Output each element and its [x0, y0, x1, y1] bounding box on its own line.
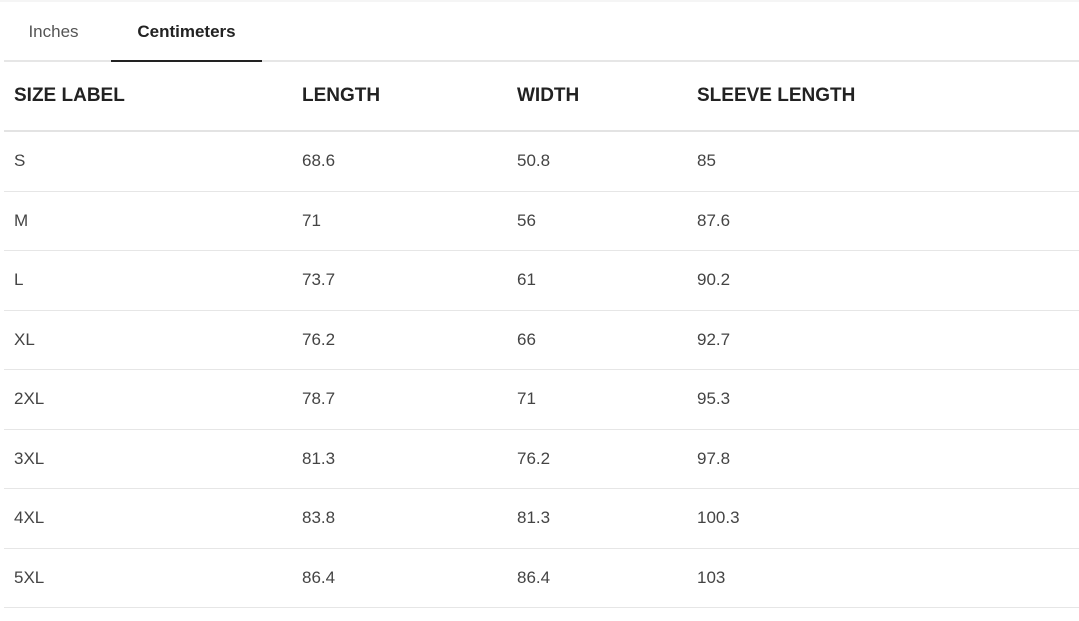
cell-length: 86.4: [302, 548, 517, 608]
column-header-width: WIDTH: [517, 62, 697, 132]
table-header-row: SIZE LABEL LENGTH WIDTH SLEEVE LENGTH: [4, 62, 1079, 132]
cell-sleeve-length: 85: [697, 131, 1079, 192]
column-header-sleeve-length: SLEEVE LENGTH: [697, 62, 1079, 132]
cell-size-label: L: [4, 250, 302, 311]
cell-size-label: 2XL: [4, 369, 302, 430]
cell-length: 83.8: [302, 488, 517, 549]
cell-sleeve-length: 92.7: [697, 310, 1079, 370]
table-row: S 68.6 50.8 85: [4, 131, 1079, 192]
cell-size-label: 5XL: [4, 548, 302, 608]
cell-size-label: 3XL: [4, 429, 302, 489]
cell-sleeve-length: 103: [697, 548, 1079, 608]
cell-sleeve-length: 97.8: [697, 429, 1079, 489]
table-row: M 71 56 87.6: [4, 191, 1079, 251]
cell-size-label: M: [4, 191, 302, 251]
cell-sleeve-length: 90.2: [697, 250, 1079, 311]
cell-length: 73.7: [302, 250, 517, 311]
table-row: XL 76.2 66 92.7: [4, 310, 1079, 370]
tab-centimeters[interactable]: Centimeters: [111, 2, 262, 62]
table-row: 3XL 81.3 76.2 97.8: [4, 429, 1079, 489]
size-chart-table: SIZE LABEL LENGTH WIDTH SLEEVE LENGTH S 68.6…: [4, 62, 1079, 608]
cell-width: 86.4: [517, 548, 697, 608]
table-row: 2XL 78.7 71 95.3: [4, 369, 1079, 430]
cell-width: 50.8: [517, 131, 697, 192]
cell-sleeve-length: 100.3: [697, 488, 1079, 549]
column-header-size-label: SIZE LABEL: [4, 62, 302, 132]
cell-width: 76.2: [517, 429, 697, 489]
unit-tabs: Inches Centimeters: [4, 2, 1079, 62]
cell-width: 81.3: [517, 488, 697, 549]
cell-length: 76.2: [302, 310, 517, 370]
cell-length: 68.6: [302, 131, 517, 192]
cell-length: 81.3: [302, 429, 517, 489]
cell-width: 56: [517, 191, 697, 251]
cell-size-label: XL: [4, 310, 302, 370]
cell-length: 78.7: [302, 369, 517, 430]
cell-size-label: 4XL: [4, 488, 302, 549]
cell-sleeve-length: 95.3: [697, 369, 1079, 430]
column-header-length: LENGTH: [302, 62, 517, 132]
cell-width: 71: [517, 369, 697, 430]
top-divider: [0, 0, 1079, 2]
table-row: 4XL 83.8 81.3 100.3: [4, 488, 1079, 549]
cell-length: 71: [302, 191, 517, 251]
table-row: 5XL 86.4 86.4 103: [4, 548, 1079, 608]
cell-sleeve-length: 87.6: [697, 191, 1079, 251]
cell-width: 61: [517, 250, 697, 311]
cell-size-label: S: [4, 131, 302, 192]
tab-inches[interactable]: Inches: [28, 22, 79, 41]
table-row: L 73.7 61 90.2: [4, 250, 1079, 311]
cell-width: 66: [517, 310, 697, 370]
